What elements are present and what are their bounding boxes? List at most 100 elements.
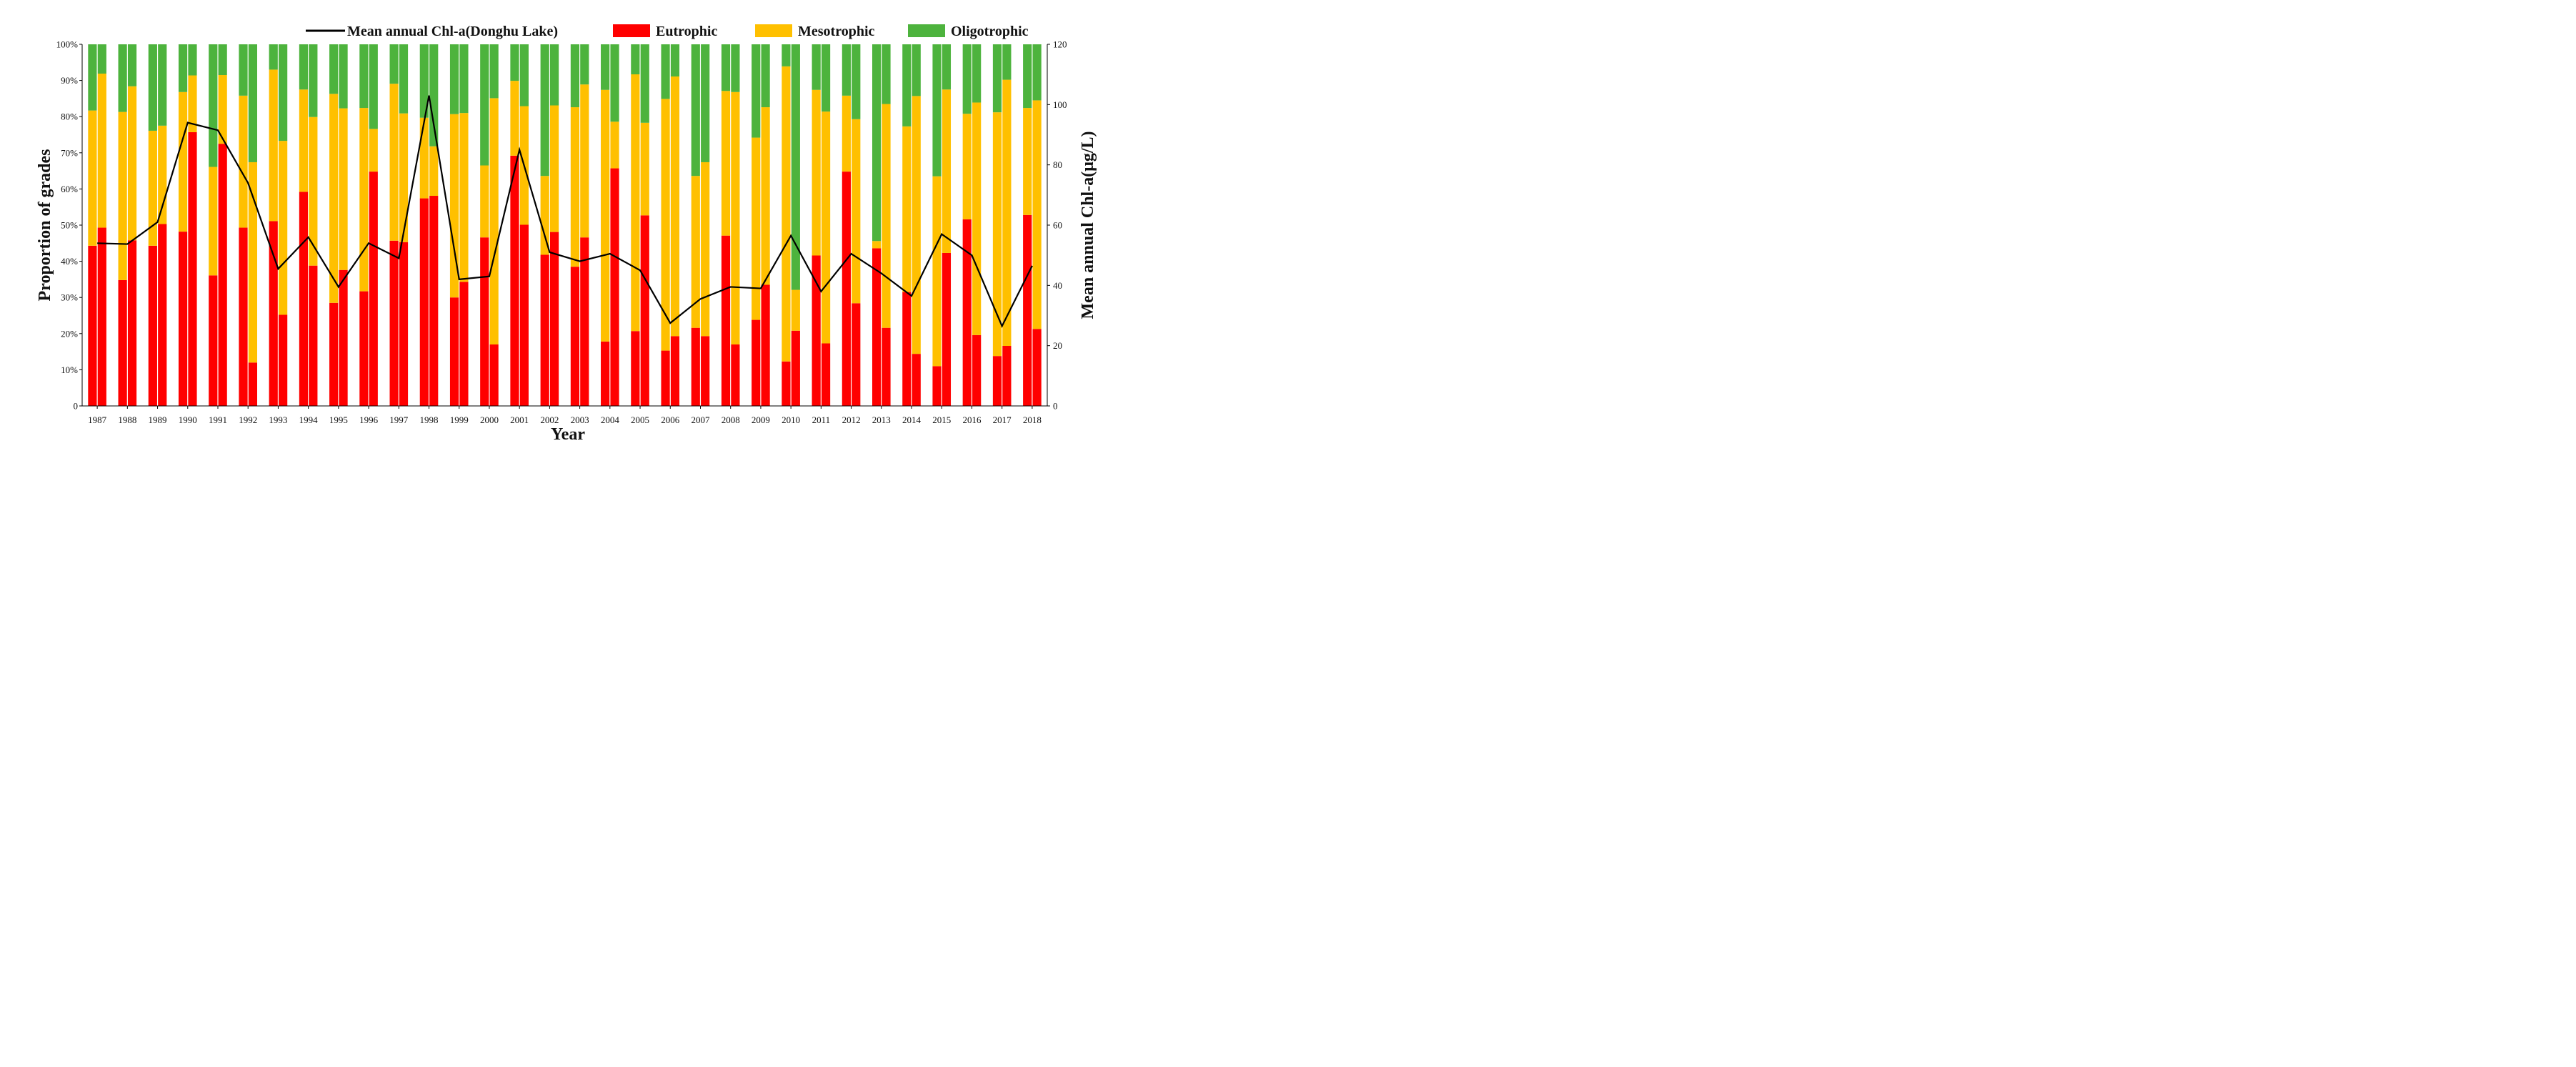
bar-mesotrophic-2004-2 xyxy=(610,121,619,169)
legend-swatch-mesotrophic xyxy=(755,24,792,37)
bar-mesotrophic-2013-1 xyxy=(872,241,882,249)
bar-oligotrophic-2017-2 xyxy=(1002,44,1012,80)
bar-mesotrophic-2008-1 xyxy=(721,91,731,236)
bar-eutrophic-2004-2 xyxy=(610,168,619,406)
bar-mesotrophic-1988-1 xyxy=(118,111,127,280)
bar-eutrophic-1991-1 xyxy=(209,275,218,406)
bar-eutrophic-2018-2 xyxy=(1032,329,1042,406)
x-tick-label: 1992 xyxy=(239,415,257,425)
bar-oligotrophic-2009-1 xyxy=(752,44,761,138)
bar-oligotrophic-2008-2 xyxy=(731,44,740,92)
x-tick-label: 2002 xyxy=(540,415,559,425)
bar-eutrophic-1988-1 xyxy=(118,279,127,406)
bar-eutrophic-2008-1 xyxy=(721,235,731,406)
right-y-tick-label: 100 xyxy=(1053,99,1067,110)
x-tick-label: 2004 xyxy=(601,415,620,425)
x-tick-label: 2009 xyxy=(752,415,770,425)
bar-oligotrophic-1989-1 xyxy=(148,44,157,131)
left-y-tick-label: 40% xyxy=(61,256,78,267)
x-ticks: 1987 1988 1989 1990 1991 1992 1993 1994 1995 1996… xyxy=(88,406,1042,425)
x-tick-label: 1998 xyxy=(420,415,439,425)
bar-oligotrophic-2012-1 xyxy=(842,44,851,96)
bar-oligotrophic-1994-2 xyxy=(309,44,318,117)
bar-mesotrophic-1999-2 xyxy=(459,113,469,282)
x-tick-label: 2015 xyxy=(932,415,951,425)
x-tick-label: 2016 xyxy=(962,415,982,425)
bar-oligotrophic-2007-2 xyxy=(701,44,710,162)
bar-eutrophic-1987-1 xyxy=(88,245,97,406)
left-y-tick-label: 90% xyxy=(61,75,78,86)
bar-eutrophic-2000-1 xyxy=(480,237,489,406)
bar-mesotrophic-1993-2 xyxy=(279,141,288,315)
bar-oligotrophic-2014-2 xyxy=(912,44,921,96)
bar-mesotrophic-1990-2 xyxy=(188,75,197,132)
bar-mesotrophic-2009-1 xyxy=(752,137,761,320)
bar-eutrophic-1997-2 xyxy=(399,242,409,406)
bar-eutrophic-1993-1 xyxy=(269,221,278,406)
bar-eutrophic-2005-1 xyxy=(631,331,640,406)
x-tick-label: 1999 xyxy=(450,415,469,425)
bar-eutrophic-2006-1 xyxy=(661,350,670,406)
bar-eutrophic-2007-2 xyxy=(701,336,710,406)
chl-a-line-layer xyxy=(97,95,1033,328)
bar-mesotrophic-2002-2 xyxy=(549,105,559,232)
bar-eutrophic-2005-2 xyxy=(640,215,649,406)
bar-oligotrophic-1990-1 xyxy=(178,44,188,92)
bar-oligotrophic-2018-1 xyxy=(1023,44,1032,109)
bar-oligotrophic-2000-2 xyxy=(489,44,499,99)
bar-mesotrophic-1991-1 xyxy=(209,167,218,276)
bar-oligotrophic-1988-2 xyxy=(127,44,137,86)
legend-label-eutrophic: Eutrophic xyxy=(656,24,717,39)
bar-oligotrophic-1991-1 xyxy=(209,44,218,167)
bar-oligotrophic-2012-2 xyxy=(852,44,861,119)
bar-eutrophic-1997-1 xyxy=(389,240,399,406)
bar-eutrophic-2009-1 xyxy=(752,319,761,406)
bar-mesotrophic-1998-1 xyxy=(419,117,429,199)
x-tick-label: 2014 xyxy=(902,415,922,425)
bar-eutrophic-2012-2 xyxy=(852,303,861,406)
bar-mesotrophic-1996-1 xyxy=(359,108,369,292)
bar-mesotrophic-1987-1 xyxy=(88,110,97,246)
legend-label-mesotrophic: Mesotrophic xyxy=(798,24,875,39)
bar-mesotrophic-1994-2 xyxy=(309,116,318,266)
right-y-axis-title: Mean annual Chl-a(μg/L) xyxy=(1079,131,1097,319)
bar-eutrophic-2000-2 xyxy=(489,344,499,406)
bar-oligotrophic-1989-2 xyxy=(158,44,167,126)
bar-eutrophic-2002-1 xyxy=(540,254,549,406)
bar-oligotrophic-2011-2 xyxy=(821,44,831,112)
left-y-tick-label: 70% xyxy=(61,147,78,158)
x-tick-label: 2001 xyxy=(510,415,529,425)
x-tick-label: 1991 xyxy=(209,415,227,425)
left-y-tick-label: 50% xyxy=(61,220,78,231)
bar-eutrophic-2014-2 xyxy=(912,354,921,406)
bar-eutrophic-2004-1 xyxy=(601,341,610,406)
right-y-tick-label: 120 xyxy=(1053,39,1067,50)
x-tick-label: 1993 xyxy=(269,415,287,425)
chl-a-series-line xyxy=(97,95,1033,328)
chart-container: 0 10% 20% 30% 40% 50% 60% 70% 80% 90% 100% 0 20 40 60… xyxy=(0,0,1115,462)
legend-swatch-eutrophic xyxy=(613,24,650,37)
bar-mesotrophic-2018-2 xyxy=(1032,100,1042,329)
bar-eutrophic-2011-1 xyxy=(812,255,821,406)
legend-label-line: Mean annual Chl-a(Donghu Lake) xyxy=(347,24,558,39)
bar-oligotrophic-1991-2 xyxy=(218,44,227,76)
bar-mesotrophic-2014-2 xyxy=(912,96,921,354)
bar-eutrophic-1998-2 xyxy=(429,196,439,406)
bar-mesotrophic-2005-2 xyxy=(640,122,649,216)
bar-eutrophic-1999-1 xyxy=(449,297,459,406)
x-tick-label: 2003 xyxy=(571,415,589,425)
bar-eutrophic-2003-1 xyxy=(570,267,580,406)
bar-oligotrophic-2017-1 xyxy=(992,44,1002,113)
bar-oligotrophic-2016-1 xyxy=(962,44,972,114)
bar-oligotrophic-2004-1 xyxy=(601,44,610,90)
bar-oligotrophic-2010-2 xyxy=(791,44,800,290)
bar-mesotrophic-2007-2 xyxy=(701,162,710,337)
bar-eutrophic-1995-1 xyxy=(329,302,339,406)
bar-oligotrophic-1997-2 xyxy=(399,44,409,114)
bar-oligotrophic-2009-2 xyxy=(761,44,770,108)
bar-oligotrophic-2001-2 xyxy=(519,44,529,106)
x-tick-label: 2011 xyxy=(812,415,831,425)
bar-mesotrophic-2009-2 xyxy=(761,107,770,285)
bar-eutrophic-1994-1 xyxy=(299,192,309,406)
bar-oligotrophic-2001-1 xyxy=(510,44,519,81)
